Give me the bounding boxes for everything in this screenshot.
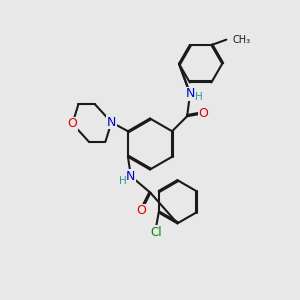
Text: CH₃: CH₃ bbox=[233, 34, 251, 45]
Text: N: N bbox=[185, 87, 195, 100]
Text: N: N bbox=[126, 170, 136, 183]
Text: N: N bbox=[107, 116, 116, 129]
Text: H: H bbox=[195, 92, 203, 102]
Text: O: O bbox=[136, 204, 146, 217]
Text: Cl: Cl bbox=[150, 226, 161, 238]
Text: O: O bbox=[199, 107, 208, 120]
Text: H: H bbox=[118, 176, 126, 186]
Text: O: O bbox=[68, 117, 77, 130]
